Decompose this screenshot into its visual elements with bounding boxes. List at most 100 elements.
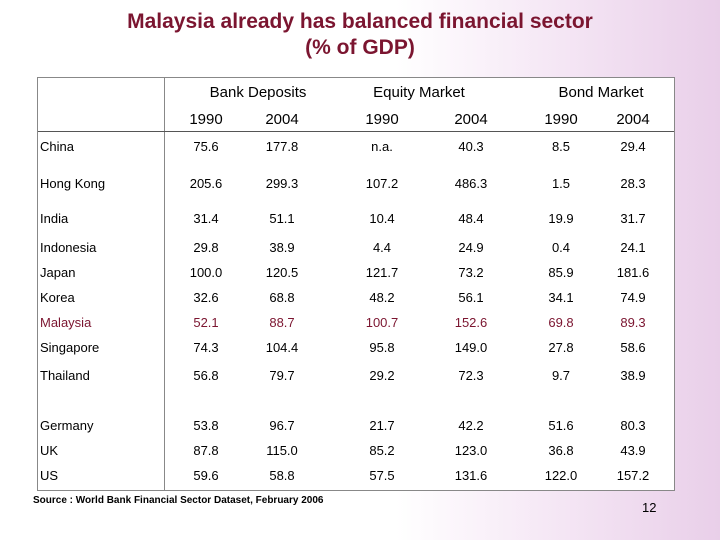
table-cell: 115.0	[266, 443, 298, 458]
country-label: US	[40, 468, 59, 483]
table-cell: 85.2	[369, 443, 395, 458]
table-cell: 42.2	[458, 418, 484, 433]
table-cell: 486.3	[454, 176, 488, 191]
country-label: Indonesia	[40, 240, 97, 255]
table-cell: 57.5	[369, 468, 395, 483]
table-cell: 181.6	[616, 265, 650, 280]
country-label: India	[40, 211, 69, 226]
table-cell: 31.4	[193, 211, 219, 226]
table-cell: 68.8	[269, 290, 295, 305]
table-cell: 48.2	[369, 290, 395, 305]
table-cell: 87.8	[193, 443, 219, 458]
table-cell: 100.0	[189, 265, 223, 280]
table-cell: 31.7	[620, 211, 646, 226]
table-cell: 123.0	[454, 443, 488, 458]
country-label: Singapore	[40, 340, 100, 355]
year-header: 2004	[454, 111, 488, 128]
table-cell: 100.7	[365, 315, 399, 330]
table-cell: 24.1	[620, 240, 646, 255]
table-cell: 53.8	[193, 418, 219, 433]
table-cell: 104.4	[265, 340, 299, 355]
table-cell: 9.7	[551, 368, 571, 383]
table-cell: 120.5	[265, 265, 299, 280]
group-header-bank-deposits: Bank Deposits	[209, 84, 307, 101]
country-label: Korea	[40, 290, 75, 305]
table-cell: 85.9	[548, 265, 574, 280]
table-cell: 24.9	[458, 240, 484, 255]
table-cell: 36.8	[548, 443, 574, 458]
table-cell: 29.8	[193, 240, 219, 255]
table-cell: 29.4	[620, 139, 646, 154]
table-cell: 56.8	[193, 368, 219, 383]
country-label: China	[40, 139, 74, 154]
table-cell: 28.3	[620, 176, 646, 191]
header-rule	[38, 131, 674, 132]
table-cell: 4.4	[372, 240, 392, 255]
table-cell: 75.6	[193, 139, 219, 154]
year-header: 2004	[616, 111, 650, 128]
table-cell: 72.3	[458, 368, 484, 383]
table-cell: 19.9	[548, 211, 574, 226]
table-cell: 80.3	[620, 418, 646, 433]
table-cell: 34.1	[548, 290, 574, 305]
table-cell: 1.5	[551, 176, 571, 191]
table-cell: 74.3	[193, 340, 219, 355]
table-cell: 79.7	[269, 368, 295, 383]
group-header-equity-market: Equity Market	[373, 84, 465, 101]
table-cell: 51.6	[548, 418, 574, 433]
table-cell: 32.6	[193, 290, 219, 305]
page-number: 12	[642, 500, 657, 515]
table-cell: 73.2	[458, 265, 484, 280]
country-label: Thailand	[40, 368, 90, 383]
table-cell: 74.9	[620, 290, 646, 305]
source-note: Source : World Bank Financial Sector Dat…	[33, 495, 324, 506]
year-header: 1990	[189, 111, 223, 128]
table-cell: 88.7	[269, 315, 295, 330]
table-cell: 177.8	[265, 139, 299, 154]
table-cell: 59.6	[193, 468, 219, 483]
slide-subtitle: (% of GDP)	[305, 36, 415, 59]
table-cell: 205.6	[189, 176, 223, 191]
table-cell: 95.8	[369, 340, 395, 355]
country-label: Japan	[40, 265, 76, 280]
table-cell: 40.3	[458, 139, 484, 154]
year-header: 2004	[265, 111, 299, 128]
table-cell: 56.1	[458, 290, 484, 305]
column-divider	[164, 78, 165, 490]
table-cell: 38.9	[269, 240, 295, 255]
country-label: Germany	[40, 418, 94, 433]
table-cell: 0.4	[551, 240, 571, 255]
table-cell: 29.2	[369, 368, 395, 383]
table-cell: 299.3	[265, 176, 299, 191]
table-cell: 8.5	[551, 139, 571, 154]
country-label: Malaysia	[40, 315, 92, 330]
table-cell: 131.6	[454, 468, 488, 483]
table-cell: 157.2	[616, 468, 650, 483]
table-cell: 27.8	[548, 340, 574, 355]
table-cell: 58.8	[269, 468, 295, 483]
table-cell: 152.6	[454, 315, 488, 330]
table-cell: 52.1	[193, 315, 219, 330]
table-cell: 51.1	[269, 211, 295, 226]
country-label: Hong Kong	[40, 176, 106, 191]
table-cell: 96.7	[269, 418, 295, 433]
table-cell: 21.7	[369, 418, 395, 433]
table-cell: 58.6	[620, 340, 646, 355]
slide-title: Malaysia already has balanced financial …	[127, 10, 593, 33]
table-cell: 38.9	[620, 368, 646, 383]
year-header: 1990	[365, 111, 399, 128]
financial-sector-table: Bank Deposits Equity Market Bond Market …	[37, 77, 675, 491]
table-cell: 121.7	[365, 265, 399, 280]
country-label: UK	[40, 443, 59, 458]
table-cell: 122.0	[544, 468, 578, 483]
table-cell: 43.9	[620, 443, 646, 458]
year-header: 1990	[544, 111, 578, 128]
table-cell: n.a.	[371, 139, 393, 154]
table-cell: 10.4	[369, 211, 395, 226]
group-header-bond-market: Bond Market	[558, 84, 644, 101]
table-cell: 48.4	[458, 211, 484, 226]
table-cell: 89.3	[620, 315, 646, 330]
table-cell: 149.0	[454, 340, 488, 355]
table-cell: 107.2	[365, 176, 399, 191]
table-cell: 69.8	[548, 315, 574, 330]
